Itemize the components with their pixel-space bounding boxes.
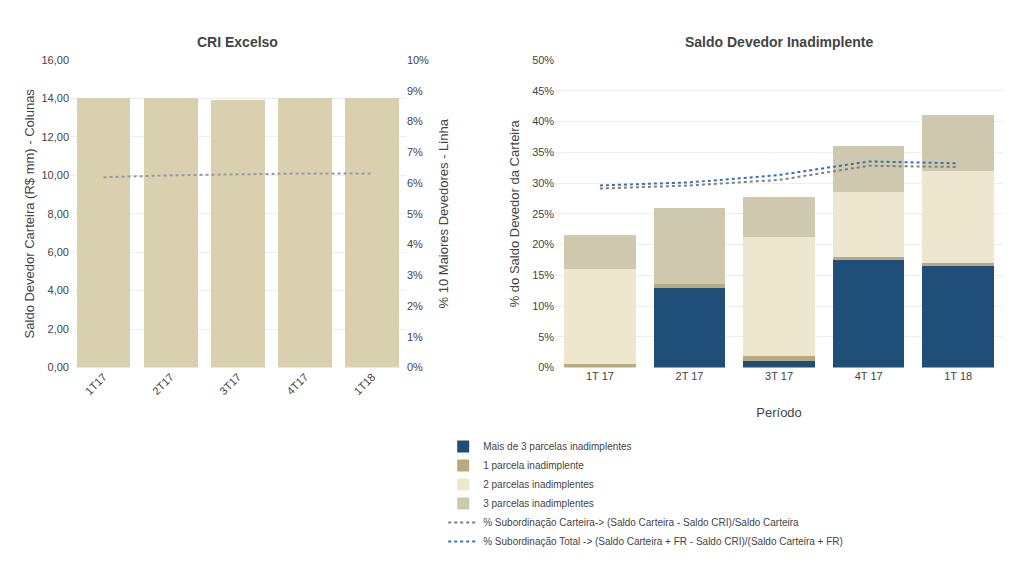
svg-text:1%: 1%: [407, 331, 423, 343]
svg-text:10%: 10%: [532, 300, 554, 312]
svg-text:0%: 0%: [407, 361, 423, 373]
svg-text:3 parcelas inadimplentes: 3 parcelas inadimplentes: [483, 498, 594, 509]
svg-text:2%: 2%: [407, 300, 423, 312]
svg-text:3%: 3%: [407, 269, 423, 281]
svg-text:Saldo Devedor Carteira (R$ mm): Saldo Devedor Carteira (R$ mm) - Colunas: [22, 89, 37, 339]
svg-text:1T 18: 1T 18: [944, 370, 972, 382]
svg-text:9%: 9%: [407, 85, 423, 97]
svg-text:20%: 20%: [532, 238, 554, 250]
svg-text:12,00: 12,00: [41, 131, 69, 143]
svg-text:5%: 5%: [407, 208, 423, 220]
svg-text:6,00: 6,00: [48, 246, 69, 258]
svg-text:25%: 25%: [532, 208, 554, 220]
svg-text:% do Saldo Devedor da Carteira: % do Saldo Devedor da Carteira: [507, 119, 522, 307]
svg-text:CRI Excelso: CRI Excelso: [197, 34, 278, 50]
svg-text:3T17: 3T17: [217, 371, 243, 397]
svg-text:35%: 35%: [532, 146, 554, 158]
svg-text:45%: 45%: [532, 85, 554, 97]
svg-text:40%: 40%: [532, 115, 554, 127]
svg-text:1 parcela inadimplente: 1 parcela inadimplente: [483, 460, 584, 471]
svg-text:2T17: 2T17: [150, 371, 176, 397]
svg-text:0%: 0%: [538, 361, 554, 373]
svg-text:2T 17: 2T 17: [676, 370, 704, 382]
svg-text:50%: 50%: [532, 54, 554, 66]
svg-text:4,00: 4,00: [48, 284, 69, 296]
svg-text:10,00: 10,00: [41, 169, 69, 181]
svg-text:4T 17: 4T 17: [855, 370, 883, 382]
svg-text:1T18: 1T18: [351, 371, 377, 397]
svg-text:2 parcelas inadimplentes: 2 parcelas inadimplentes: [483, 479, 594, 490]
svg-text:5%: 5%: [538, 331, 554, 343]
svg-text:1T17: 1T17: [83, 371, 109, 397]
svg-text:30%: 30%: [532, 177, 554, 189]
svg-text:Mais de 3 parcelas inadimplent: Mais de 3 parcelas inadimplentes: [483, 441, 631, 452]
svg-text:15%: 15%: [532, 269, 554, 281]
svg-text:Saldo Devedor Inadimplente: Saldo Devedor Inadimplente: [685, 34, 873, 50]
svg-text:4T17: 4T17: [284, 371, 310, 397]
svg-text:% 10 Maiores Devedores - Linha: % 10 Maiores Devedores - Linha: [436, 118, 451, 308]
svg-text:3T 17: 3T 17: [765, 370, 793, 382]
svg-text:2,00: 2,00: [48, 323, 69, 335]
svg-text:0,00: 0,00: [48, 361, 69, 373]
svg-text:7%: 7%: [407, 146, 423, 158]
svg-text:1T 17: 1T 17: [586, 370, 614, 382]
svg-text:% Subordinação Total -> (Saldo: % Subordinação Total -> (Saldo Carteira …: [483, 536, 843, 547]
svg-text:4%: 4%: [407, 238, 423, 250]
svg-text:6%: 6%: [407, 177, 423, 189]
svg-text:8,00: 8,00: [48, 208, 69, 220]
svg-text:16,00: 16,00: [41, 54, 69, 66]
svg-text:8%: 8%: [407, 115, 423, 127]
svg-text:Período: Período: [756, 405, 802, 420]
svg-text:14,00: 14,00: [41, 92, 69, 104]
svg-text:% Subordinação Carteira-> (Sal: % Subordinação Carteira-> (Saldo Carteir…: [483, 517, 799, 528]
svg-text:10%: 10%: [407, 54, 429, 66]
